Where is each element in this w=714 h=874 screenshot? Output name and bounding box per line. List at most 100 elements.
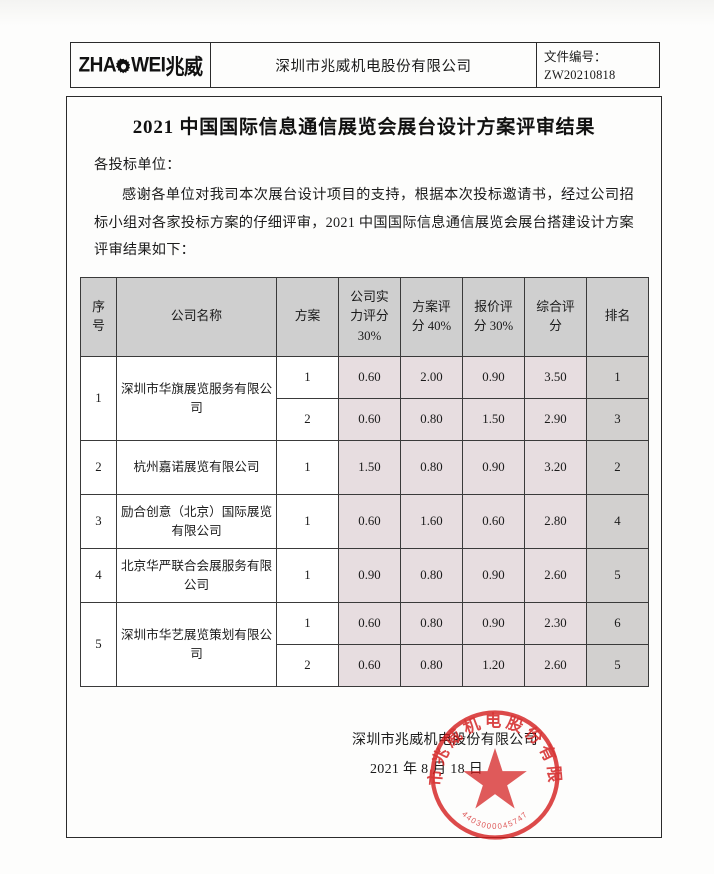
- evaluation-results-table: 序 号 公司名称 方案 公司实 力评分 30% 方案评 分 40% 报价评 分 …: [80, 277, 649, 687]
- cell-proposal-score: 1.60: [400, 494, 463, 549]
- cell-company-name: 励合创意（北京）国际展览有限公司: [116, 494, 277, 549]
- cell-proposal-score: 0.80: [400, 440, 463, 495]
- page-title: 2021 中国国际信息通信展览会展台设计方案评审结果: [132, 117, 596, 138]
- table-row: 5 深圳市华艺展览策划有限公司 1 0.60 0.80 0.90 2.30 6: [80, 602, 649, 687]
- letterhead-box: ZHA WEI 兆威 深圳市兆威机电股份有限公司 文件编号： ZW20210818: [70, 42, 660, 88]
- proposal-line-1: 方案评: [412, 299, 451, 314]
- document-number-value: ZW20210818: [544, 67, 616, 82]
- cell-total-score: 3.20: [524, 440, 587, 495]
- cell-plan: 1: [276, 548, 339, 603]
- cell-total-score: 2.80: [524, 494, 587, 549]
- cell-rank: 6: [586, 602, 649, 645]
- column-header-total-score: 综合评 分: [524, 277, 587, 357]
- total-line-1: 综合评: [536, 299, 575, 314]
- cell-plan: 1: [276, 356, 339, 399]
- cell-price-score: 1.20: [462, 644, 525, 687]
- cell-plan: 2: [276, 398, 339, 441]
- strength-line-3: 30%: [357, 328, 382, 343]
- cell-rank: 5: [586, 644, 649, 687]
- cell-price-score: 0.90: [462, 440, 525, 495]
- table-row: 3 励合创意（北京）国际展览有限公司 1 0.60 1.60 0.60 2.80 4: [80, 494, 649, 549]
- cell-plan: 2: [276, 644, 339, 687]
- cell-strength-score: 0.60: [338, 398, 401, 441]
- salutation: 各投标单位：: [94, 157, 181, 173]
- cell-proposal-score: 0.80: [400, 548, 463, 603]
- cell-company-name: 杭州嘉诺展览有限公司: [116, 440, 277, 495]
- cell-seq: 3: [80, 494, 117, 549]
- cell-total-score: 2.30: [524, 602, 587, 645]
- cell-total-score: 3.50: [524, 356, 587, 399]
- cell-rank: 5: [586, 548, 649, 603]
- cell-strength-score: 0.60: [338, 494, 401, 549]
- intro-paragraph: 感谢各单位对我司本次展台设计项目的支持，根据本次投标邀请书，经过公司招标小组对各…: [94, 187, 634, 259]
- seq-line-2: 号: [92, 319, 105, 333]
- table-header: 序 号 公司名称 方案 公司实 力评分 30% 方案评 分 40% 报价评 分 …: [80, 277, 649, 357]
- price-line-1: 报价评: [474, 299, 513, 314]
- column-header-rank: 排名: [586, 277, 649, 357]
- cell-seq: 2: [80, 440, 117, 495]
- company-logo: ZHA WEI 兆威: [71, 43, 211, 87]
- cell-price-score: 0.90: [462, 548, 525, 603]
- scan-edge: [0, 0, 714, 26]
- column-header-plan: 方案: [276, 277, 339, 357]
- strength-line-2: 力评分: [350, 309, 389, 324]
- cell-proposal-score: 0.80: [400, 644, 463, 687]
- cell-rank: 1: [586, 356, 649, 399]
- cell-strength-score: 0.60: [338, 356, 401, 399]
- cell-rank: 3: [586, 398, 649, 441]
- cell-price-score: 1.50: [462, 398, 525, 441]
- gear-icon: [116, 57, 131, 74]
- table-row: 4 北京华严联合会展服务有限公司 1 0.90 0.80 0.90 2.60 5: [80, 548, 649, 603]
- cell-total-score: 2.90: [524, 398, 587, 441]
- logo-text-cn: 兆威: [165, 55, 203, 79]
- cell-rank: 4: [586, 494, 649, 549]
- table-row: 2 0.60 0.80 1.20 2.60 5: [81, 644, 649, 687]
- cell-plan: 1: [276, 440, 339, 495]
- signature-block: 深圳市兆威机电股份有限公司 2021 年 8 月 18 日: [352, 726, 602, 785]
- cell-proposal-score: 0.80: [400, 398, 463, 441]
- cell-price-score: 0.90: [462, 602, 525, 645]
- strength-line-1: 公司实: [350, 290, 389, 305]
- table-row: 2 杭州嘉诺展览有限公司 1 1.50 0.80 0.90 3.20 2: [80, 440, 649, 495]
- logo-text-left: ZHA: [78, 52, 117, 77]
- cell-seq: 4: [80, 548, 117, 603]
- cell-company-name: 深圳市华艺展览策划有限公司: [116, 602, 277, 687]
- table-row: 1 深圳市华旗展览服务有限公司 1 0.60 2.00 0.90 3.50 1: [80, 356, 649, 441]
- column-header-strength-score: 公司实 力评分 30%: [338, 277, 401, 357]
- seq-line-1: 序: [92, 299, 105, 314]
- cell-rank: 2: [586, 440, 649, 495]
- document-number-cell: 文件编号： ZW20210818: [537, 43, 659, 87]
- cell-strength-score: 0.90: [338, 548, 401, 603]
- cell-price-score: 0.60: [462, 494, 525, 549]
- table-row: 2 0.60 0.80 1.50 2.90 3: [81, 398, 649, 441]
- signing-date: 2021 年 8 月 18 日: [370, 762, 483, 778]
- cell-proposal-score: 2.00: [400, 356, 463, 399]
- cell-strength-score: 0.60: [338, 644, 401, 687]
- cell-strength-score: 1.50: [338, 440, 401, 495]
- price-line-2: 分 30%: [473, 319, 514, 333]
- cell-seq: 5: [80, 602, 117, 687]
- column-header-price-score: 报价评 分 30%: [462, 277, 525, 357]
- logo-text-right: WEI: [131, 52, 166, 77]
- signing-company: 深圳市兆威机电股份有限公司: [352, 733, 538, 748]
- proposal-line-2: 分 40%: [411, 319, 452, 333]
- table-body: 1 深圳市华旗展览服务有限公司 1 0.60 2.00 0.90 3.50 1 2 0.60 0.8…: [80, 356, 649, 687]
- cell-company-name: 深圳市华旗展览服务有限公司: [116, 356, 277, 441]
- document-number-label: 文件编号：: [544, 49, 607, 64]
- document-body-box: [66, 96, 662, 838]
- column-header-proposal-score: 方案评 分 40%: [400, 277, 463, 357]
- table-header-row: 序 号 公司名称 方案 公司实 力评分 30% 方案评 分 40% 报价评 分 …: [80, 277, 649, 357]
- logo-wordmark: ZHA WEI 兆威: [79, 50, 203, 80]
- cell-total-score: 2.60: [524, 644, 587, 687]
- cell-total-score: 2.60: [524, 548, 587, 603]
- cell-company-name: 北京华严联合会展服务有限公司: [116, 548, 277, 603]
- cell-seq: 1: [80, 356, 117, 441]
- cell-proposal-score: 0.80: [400, 602, 463, 645]
- column-header-seq: 序 号: [80, 277, 117, 357]
- letterhead-company-name: 深圳市兆威机电股份有限公司: [211, 43, 537, 87]
- column-header-company-name: 公司名称: [116, 277, 277, 357]
- cell-plan: 1: [276, 602, 339, 645]
- cell-price-score: 0.90: [462, 356, 525, 399]
- cell-plan: 1: [276, 494, 339, 549]
